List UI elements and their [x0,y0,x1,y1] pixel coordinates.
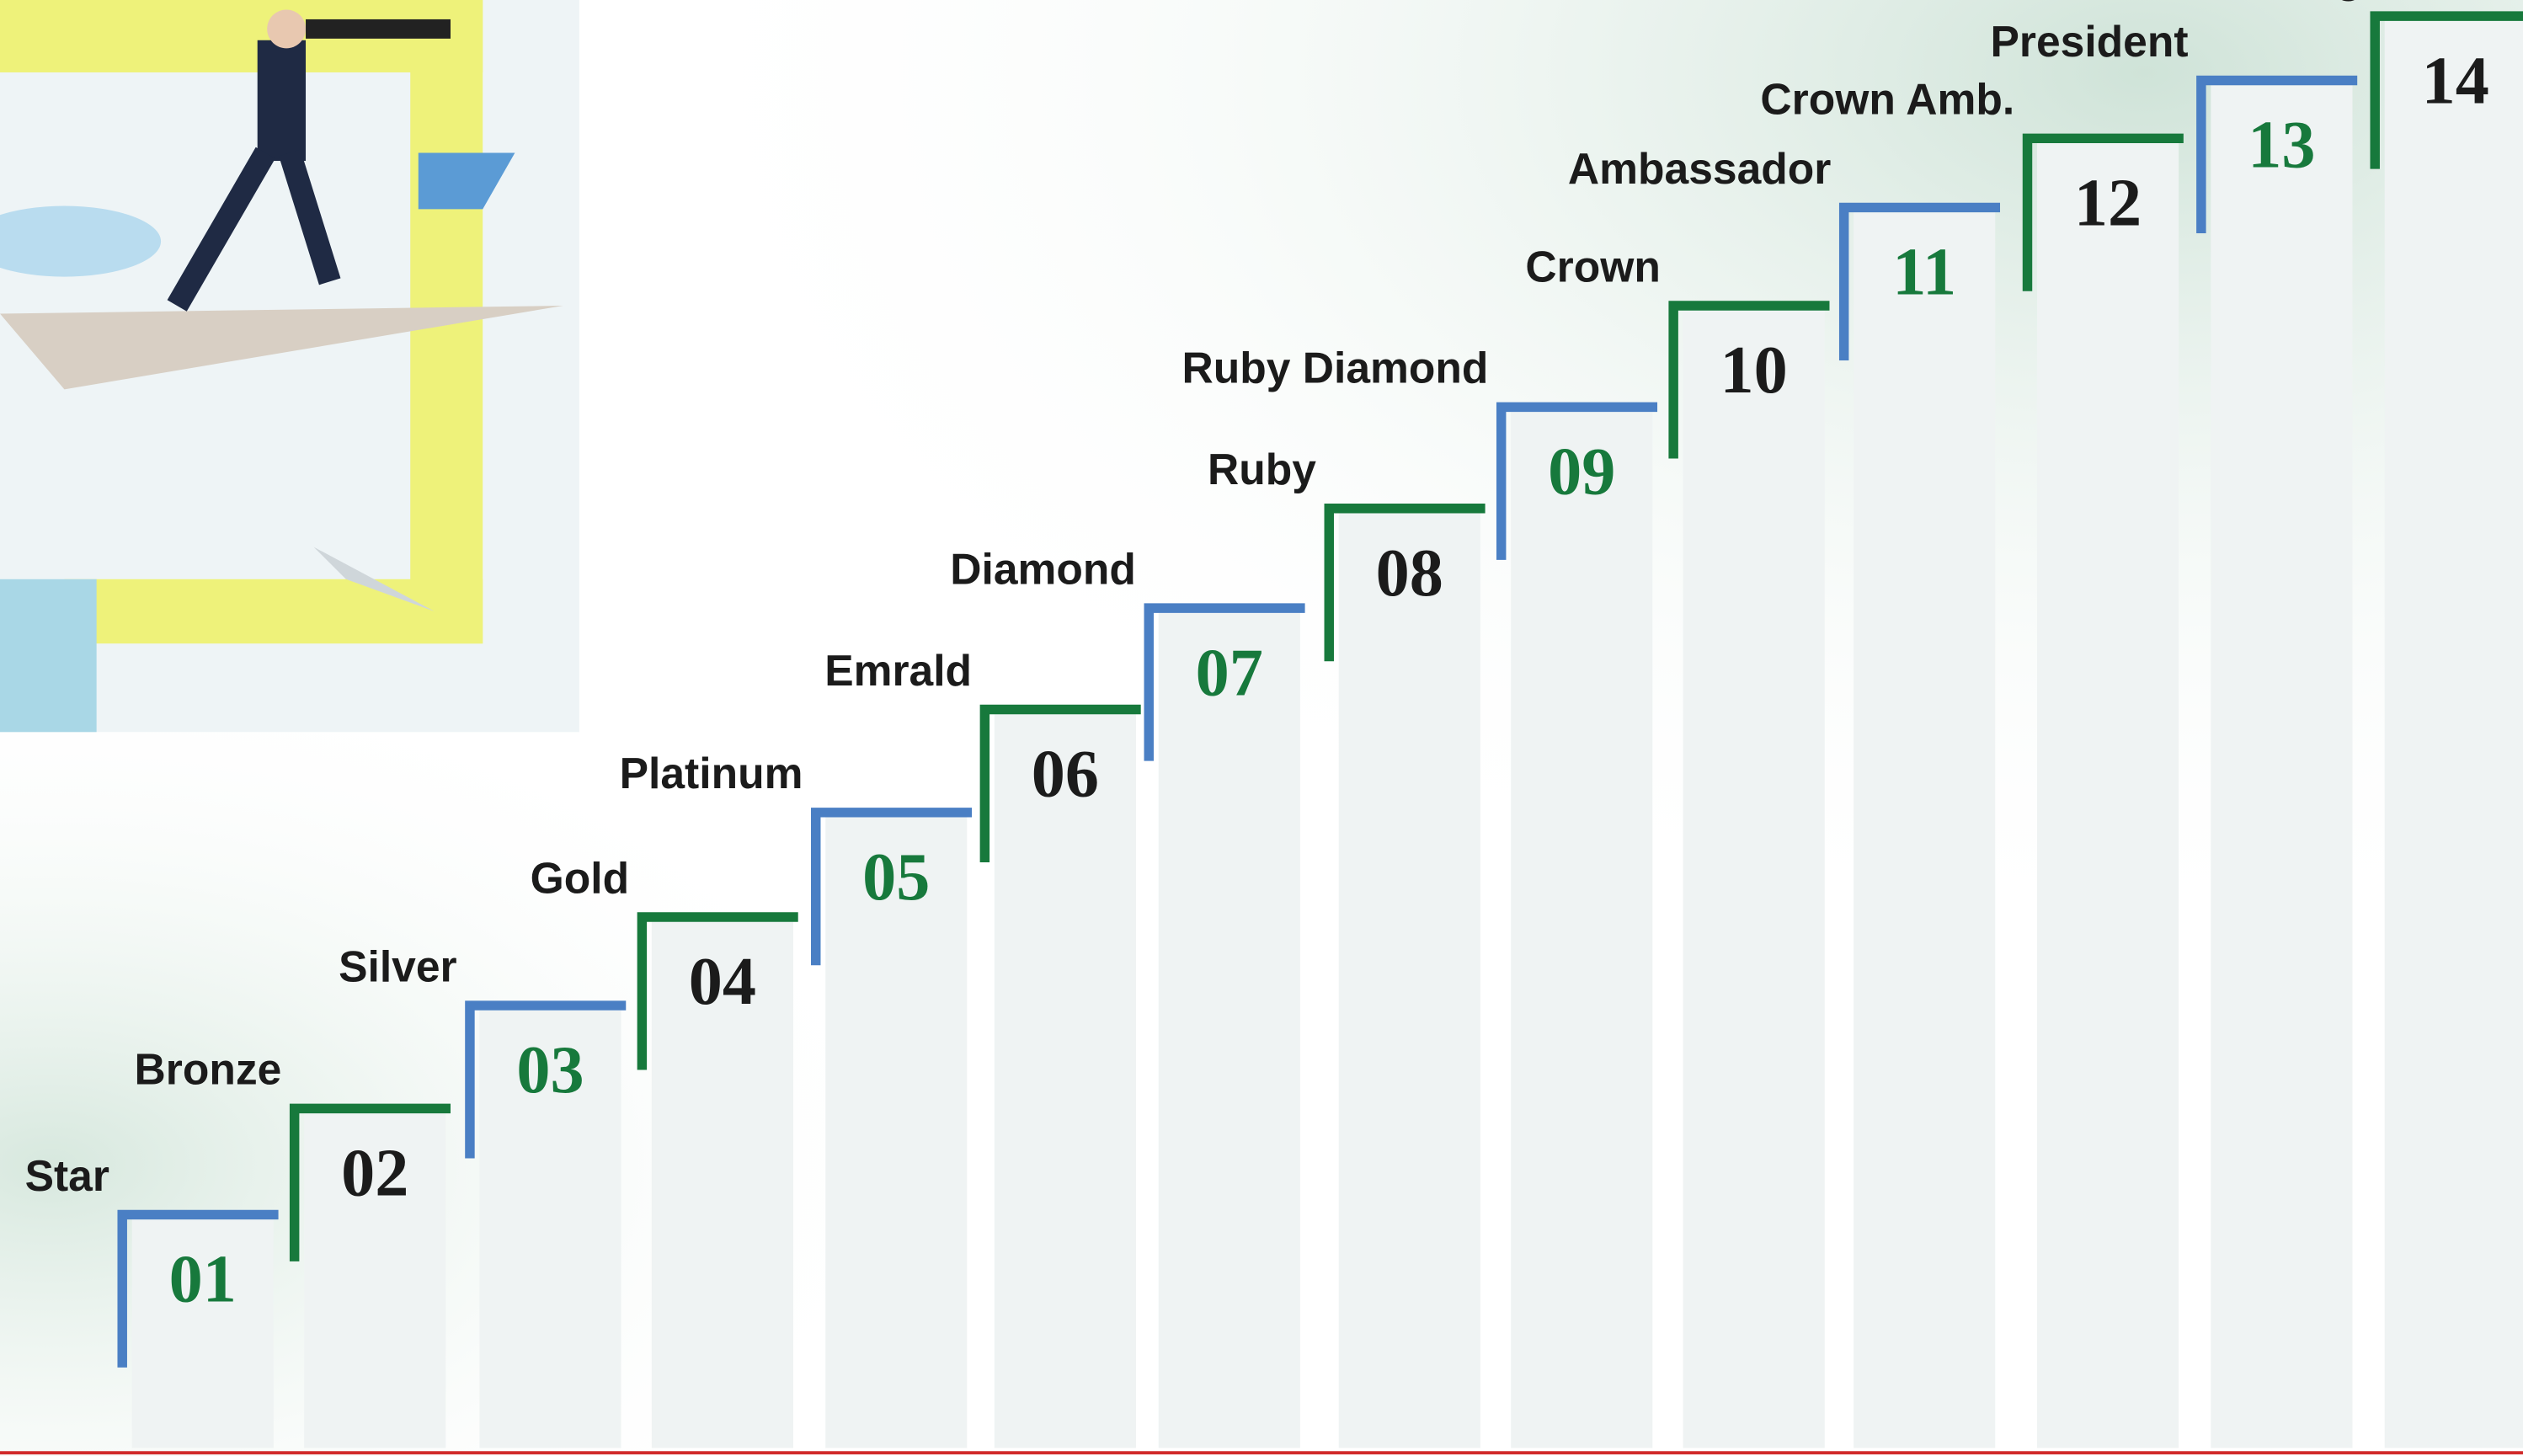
level-name: Platinum [620,749,803,797]
level-number: 08 [1376,536,1443,611]
telescope [306,19,451,39]
frame [64,579,483,643]
step-column [1511,412,1652,1448]
level-name: Crown [1525,242,1660,291]
step-column [1159,613,1300,1448]
step-column [1854,212,1995,1448]
step-column [995,714,1136,1448]
level-name: Emrald [824,646,972,695]
level-number: 09 [1548,435,1615,509]
person [258,40,306,161]
illustration [0,0,579,732]
level-name: Diamond [950,545,1136,594]
level-number: 05 [862,840,930,915]
level-name: Crown Amb. [1760,75,2014,124]
level-number: 13 [2248,108,2315,183]
level-name: Gold [531,853,629,902]
person-head [267,9,306,48]
level-name: Bronze [135,1045,282,1094]
level-name: Ambassador [1568,144,1831,193]
step-column [2211,85,2352,1448]
level-name: President [1990,17,2188,66]
step-column [1339,513,1480,1448]
level-name: Star [25,1151,109,1200]
level-number: 04 [689,944,756,1019]
step-column [2037,143,2179,1448]
level-number: 03 [516,1032,584,1107]
level-number: 01 [169,1242,237,1317]
level-number: 06 [1032,737,1099,812]
level-number: 02 [341,1136,408,1211]
level-name: King [2265,0,2362,1]
level-number: 07 [1196,635,1263,710]
staircase-diagram: 01 Star 02 Bronze 03 Silver 04 Gold 05 Platinum 06… [0,0,2523,1456]
step-column [2385,21,2523,1448]
level-number: 14 [2422,43,2489,118]
page: 01 Star 02 Bronze 03 Silver 04 Gold 05 Platinum 06… [0,0,2523,1456]
level-name: Ruby Diamond [1181,344,1488,392]
level-number: 10 [1720,333,1788,408]
level-number: 11 [1892,235,1956,310]
level-number: 12 [2074,165,2142,240]
building [0,579,97,732]
level-name: Silver [339,941,457,990]
level-name: Ruby [1208,445,1316,493]
step-column [1683,311,1825,1448]
